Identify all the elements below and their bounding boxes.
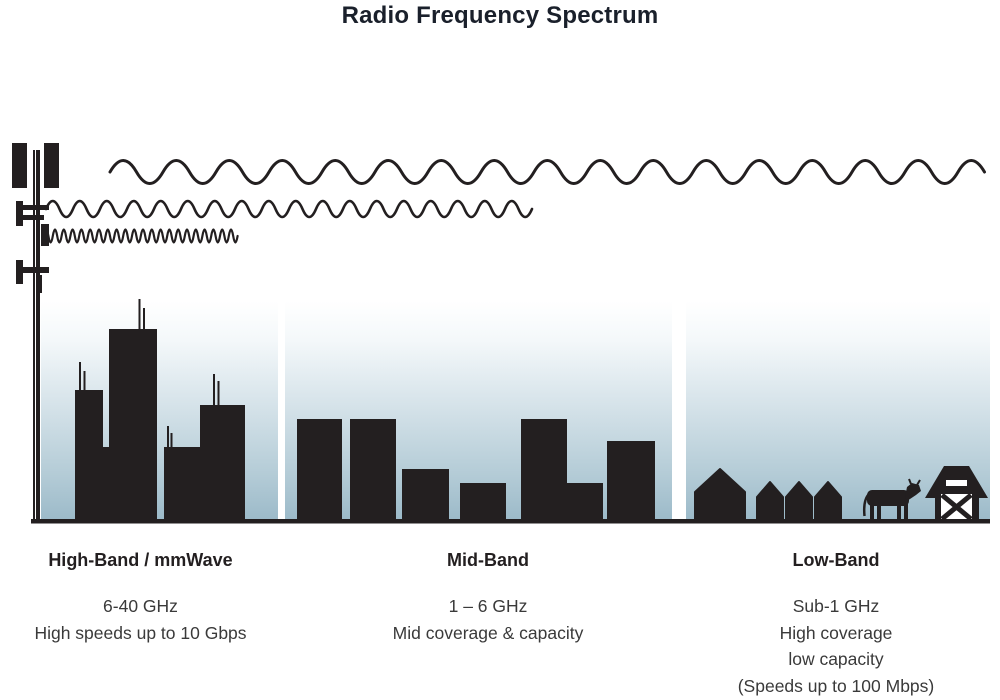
mid-band-frequency: 1 – 6 GHz	[448, 596, 528, 616]
high-band-heading: High-Band / mmWave	[48, 550, 233, 570]
medium-wavelength-wave-icon	[44, 199, 534, 219]
high-band-skyline-icon	[75, 299, 245, 521]
high-band-description: High speeds up to 10 Gbps	[34, 622, 247, 643]
long-wavelength-wave-icon	[108, 159, 986, 185]
low-band-label: Low-Band Sub-1 GHz High coverage low cap…	[681, 549, 991, 699]
mid-band-heading: Mid-Band	[447, 550, 529, 570]
low-band-coverage: High coverage	[779, 622, 893, 643]
radio-waves	[42, 159, 986, 244]
ground-line	[31, 519, 990, 524]
barn-icon	[925, 466, 988, 521]
mid-band-label: Mid-Band 1 – 6 GHz Mid coverage & capaci…	[347, 549, 629, 646]
mid-band-description: Mid coverage & capacity	[392, 622, 584, 643]
mid-band-skyline-icon	[297, 419, 655, 521]
cow-icon	[862, 478, 921, 520]
high-band-label: High-Band / mmWave 6-40 GHz High speeds …	[0, 549, 281, 646]
cell-tower-icon	[12, 143, 59, 523]
low-band-speed: (Speeds up to 100 Mbps)	[737, 675, 935, 696]
high-band-frequency: 6-40 GHz	[103, 596, 178, 616]
diagram-title: Radio Frequency Spectrum	[341, 2, 659, 29]
low-band-heading: Low-Band	[792, 550, 880, 570]
rooftop-antennas	[79, 299, 220, 449]
low-band-capacity: low capacity	[788, 649, 884, 669]
short-wavelength-wave-icon	[42, 228, 239, 244]
low-band-frequency: Sub-1 GHz	[792, 596, 880, 616]
